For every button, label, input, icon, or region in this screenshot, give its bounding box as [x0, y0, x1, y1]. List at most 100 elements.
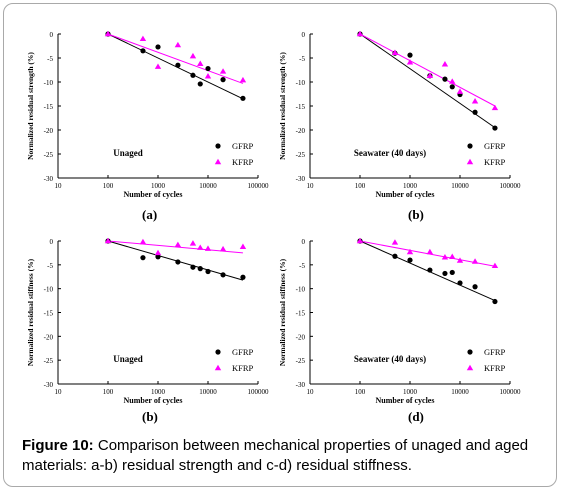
data-point-kfrp	[139, 238, 147, 245]
y-tick-label: -10	[44, 286, 54, 294]
data-point-kfrp	[239, 243, 247, 249]
data-point-gfrp	[175, 259, 181, 265]
data-point-gfrp	[140, 48, 146, 54]
data-point-kfrp	[197, 60, 204, 66]
caption-text: Comparison between mechanical properties…	[22, 437, 529, 474]
data-point-gfrp	[492, 125, 498, 131]
data-point-kfrp	[104, 237, 112, 244]
x-tick-label: 1000	[403, 182, 418, 190]
y-tick-label: -15	[44, 103, 54, 111]
caption-label: Figure 10:	[22, 437, 94, 454]
x-tick-label: 100000	[500, 182, 522, 190]
data-point-gfrp	[175, 62, 181, 68]
data-point-kfrp	[491, 262, 499, 269]
legend-label-gfrp: GFRP	[484, 347, 506, 357]
data-point-kfrp	[174, 241, 182, 248]
y-tick-label: 0	[302, 238, 306, 246]
data-point-gfrp	[190, 72, 196, 78]
data-point-gfrp	[392, 253, 398, 259]
y-axis-title: Normalized residual strength (%)	[26, 52, 35, 160]
x-axis-title: Number of cycles	[124, 396, 183, 405]
data-point-kfrp	[471, 258, 479, 264]
x-tick-label: 100000	[248, 388, 270, 396]
data-point-gfrp	[205, 268, 211, 275]
data-point-kfrp	[154, 63, 162, 69]
x-tick-label: 100000	[500, 388, 522, 396]
x-tick-label: 100	[103, 388, 114, 396]
y-tick-label: -25	[296, 357, 306, 365]
legend-marker-kfrp	[214, 364, 222, 371]
panel-label-c: (b)	[142, 409, 158, 424]
y-tick-label: -25	[44, 151, 54, 159]
y-tick-label: 0	[302, 31, 306, 39]
data-point-kfrp	[174, 41, 182, 48]
data-point-kfrp	[139, 35, 147, 42]
data-point-kfrp	[356, 237, 364, 244]
y-tick-label: -15	[296, 103, 306, 111]
x-tick-label: 10000	[451, 388, 469, 396]
x-tick-label: 10000	[199, 182, 217, 190]
data-point-kfrp	[154, 249, 162, 256]
legend-marker-kfrp	[466, 158, 474, 165]
x-tick-label: 100	[355, 182, 366, 190]
x-tick-label: 10000	[199, 388, 217, 396]
data-point-gfrp	[197, 81, 203, 87]
data-point-gfrp	[190, 264, 196, 270]
legend-marker-kfrp	[214, 158, 222, 165]
data-point-gfrp	[442, 270, 448, 277]
data-point-gfrp	[407, 52, 413, 58]
y-tick-label: -25	[44, 357, 54, 365]
data-point-gfrp	[472, 284, 478, 290]
data-point-gfrp	[449, 269, 455, 276]
data-point-kfrp	[456, 257, 464, 263]
data-point-gfrp	[427, 267, 433, 273]
y-tick-label: -30	[44, 381, 54, 389]
data-point-kfrp	[239, 76, 247, 83]
y-tick-label: -25	[296, 151, 306, 159]
legend-label-kfrp: KFRP	[484, 157, 506, 167]
data-point-kfrp	[189, 240, 197, 246]
y-tick-label: -5	[299, 55, 305, 63]
x-tick-label: 100000	[248, 182, 270, 190]
data-point-gfrp	[492, 298, 498, 305]
data-point-gfrp	[155, 44, 161, 50]
y-tick-label: -20	[296, 333, 306, 341]
data-point-kfrp	[426, 72, 434, 78]
data-point-kfrp	[219, 68, 227, 74]
data-point-kfrp	[219, 245, 227, 252]
condition-label: Unaged	[113, 148, 143, 158]
panel-label-b: (b)	[408, 207, 424, 222]
data-point-kfrp	[356, 30, 364, 37]
data-point-kfrp	[104, 30, 112, 37]
legend-marker-gfrp	[215, 143, 221, 149]
x-axis-title: Number of cycles	[376, 190, 435, 199]
x-tick-label: 10000	[451, 182, 469, 190]
legend-label-gfrp: GFRP	[484, 141, 506, 151]
x-axis-title: Number of cycles	[376, 396, 435, 405]
legend-label-kfrp: KFRP	[232, 157, 254, 167]
data-point-kfrp	[426, 248, 434, 255]
data-point-gfrp	[407, 257, 413, 263]
panel-label-d: (d)	[408, 409, 424, 424]
x-tick-label: 100	[355, 388, 366, 396]
y-tick-label: -15	[296, 310, 306, 318]
y-tick-label: -20	[44, 127, 54, 135]
x-tick-label: 10	[307, 388, 315, 396]
trend-line-kfrp	[107, 33, 244, 84]
figure-caption: Figure 10: Comparison between mechanical…	[22, 436, 542, 476]
y-tick-label: -10	[296, 79, 306, 87]
legend-label-gfrp: GFRP	[232, 347, 254, 357]
y-tick-label: -30	[296, 381, 306, 389]
x-tick-label: 10	[55, 388, 63, 396]
data-point-kfrp	[189, 52, 197, 59]
data-point-gfrp	[457, 280, 463, 286]
y-tick-label: -10	[296, 286, 306, 294]
y-axis-title: Normalized residual strength (%)	[278, 52, 287, 160]
data-point-gfrp	[240, 274, 246, 280]
data-point-gfrp	[205, 65, 211, 72]
